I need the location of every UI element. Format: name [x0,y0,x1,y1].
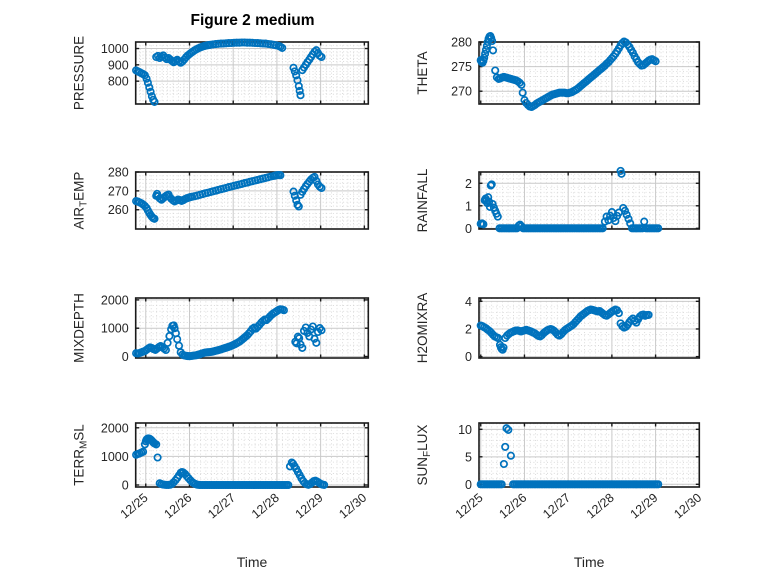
svg-text:12/27: 12/27 [205,491,238,522]
svg-text:0: 0 [122,478,129,492]
svg-text:280: 280 [451,36,472,50]
y-axis-label: THETA [415,51,430,94]
subplot-mixdepth: 0 1000 2000 MIXDEPTH [72,293,370,364]
svg-text:12/26: 12/26 [161,491,194,522]
svg-text:900: 900 [108,58,129,72]
svg-text:800: 800 [108,75,129,89]
subplot-sun-flux: 0 5 10 SUNFLUX 12/25 12/26 12/27 12/28 12/29 12/3… [415,422,705,570]
svg-text:2000: 2000 [101,293,129,307]
scatter-points [476,305,653,354]
svg-text:12/30: 12/30 [336,491,369,522]
y-tick-labels: 0 2 4 [465,295,472,364]
svg-text:4: 4 [465,295,472,309]
svg-text:2: 2 [465,177,472,191]
svg-text:12/30: 12/30 [671,491,704,522]
svg-text:1000: 1000 [101,322,129,336]
y-tick-labels: 800 900 1000 [101,42,129,89]
subplot-air-temp: 260 270 280 AIRTEMP [72,166,370,230]
svg-text:12/25: 12/25 [453,491,486,522]
minor-grid [135,41,369,105]
scatter-points [476,424,663,489]
x-tick-labels: 12/25 12/26 12/27 12/28 12/29 12/30 [118,491,370,522]
y-tick-labels: 0 5 10 [458,423,472,492]
major-grid [479,298,700,358]
scatter-points [132,38,326,106]
y-axis-label: AIRTEMP [72,172,90,230]
y-tick-labels: 0 1000 2000 [101,421,129,492]
scatter-points [132,170,326,223]
svg-text:275: 275 [451,60,472,74]
svg-text:280: 280 [108,166,129,180]
x-axis-label: Time [574,554,605,570]
y-tick-labels: 0 1 2 [465,177,472,236]
svg-text:0: 0 [465,350,472,364]
svg-text:0: 0 [465,478,472,492]
subplot-rainfall: 0 1 2 RAINFALL [415,166,701,236]
scatter-points [132,434,329,490]
figure-title: Figure 2 medium [190,12,315,29]
svg-text:270: 270 [451,85,472,99]
svg-text:12/28: 12/28 [584,491,617,522]
subplot-pressure: 800 900 1000 PRESSURE [72,36,370,110]
svg-text:270: 270 [108,184,129,198]
svg-text:12/27: 12/27 [540,491,573,522]
scatter-points [476,166,663,233]
svg-text:2: 2 [465,322,472,336]
svg-text:2000: 2000 [101,421,129,435]
svg-text:0: 0 [122,350,129,364]
svg-text:12/29: 12/29 [628,491,661,522]
y-axis-label: MIXDEPTH [72,293,87,363]
svg-text:1000: 1000 [101,450,129,464]
y-axis-label: PRESSURE [72,36,87,110]
y-tick-labels: 0 1000 2000 [101,293,129,364]
svg-text:0: 0 [465,222,472,236]
svg-text:260: 260 [108,203,129,217]
svg-text:5: 5 [465,450,472,464]
svg-text:1000: 1000 [101,42,129,56]
svg-text:12/28: 12/28 [249,491,282,522]
minor-grid [135,423,369,487]
svg-text:12/26: 12/26 [496,491,529,522]
y-axis-label: TERRMSL [72,424,90,486]
svg-text:1: 1 [465,199,472,213]
y-axis-label: H2OMIXRA [415,293,430,364]
svg-text:12/25: 12/25 [118,491,151,522]
x-tick-labels: 12/25 12/26 12/27 12/28 12/29 12/30 [453,491,705,522]
axes-box [478,41,701,105]
y-axis-label: SUNFLUX [415,425,433,486]
subplot-h2omixra: 0 2 4 H2OMIXRA [415,293,701,364]
subplot-theta: 270 275 280 THETA [415,32,701,112]
x-axis-label: Time [237,554,268,570]
svg-text:10: 10 [458,423,472,437]
svg-text:12/29: 12/29 [293,491,326,522]
scatter-points [476,32,660,112]
y-tick-labels: 270 275 280 [451,36,472,99]
scatter-points [132,305,326,361]
y-tick-labels: 260 270 280 [108,166,129,218]
y-axis-label: RAINFALL [415,168,430,232]
